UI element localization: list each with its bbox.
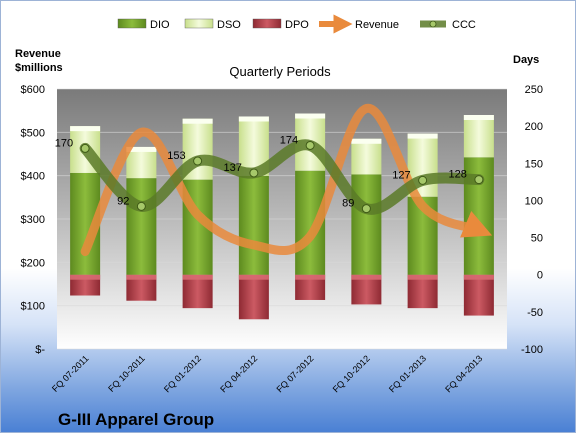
right-tick-label: -100 xyxy=(521,344,543,356)
left-tick-label: $500 xyxy=(21,127,45,139)
right-tick-label: 250 xyxy=(525,84,543,96)
bar-dpo-top xyxy=(238,274,269,280)
lines: 170 92 153 137 174 89 127 128 xyxy=(55,104,493,256)
right-tick-label: 50 xyxy=(531,233,543,245)
legend-label: DPO xyxy=(285,19,309,31)
ccc-data-label: 174 xyxy=(280,134,298,146)
left-tick-label: $200 xyxy=(21,257,45,269)
bar-dso-top xyxy=(463,115,494,120)
ccc-data-label: 127 xyxy=(392,169,410,181)
bar-dio xyxy=(126,178,157,275)
bar-dpo-top xyxy=(182,274,213,280)
ccc-point xyxy=(418,175,428,185)
left-tick-label: $300 xyxy=(21,214,45,226)
bar-dso-top xyxy=(238,116,269,122)
bar-dpo-top xyxy=(70,274,101,280)
bar-dpo xyxy=(182,274,213,309)
right-tick-label: 150 xyxy=(525,158,543,170)
legend-label: CCC xyxy=(452,19,476,31)
ccc-data-label: 153 xyxy=(167,150,185,162)
bar-dso xyxy=(351,138,382,175)
ccc-point xyxy=(361,204,371,214)
bar-dso-top xyxy=(407,133,438,139)
ccc-point xyxy=(474,175,484,185)
bar-dpo-top xyxy=(295,274,326,280)
bar-dio xyxy=(238,175,269,275)
ccc-point xyxy=(136,201,146,211)
ccc-data-label: 92 xyxy=(117,195,129,207)
legend-label: DSO xyxy=(217,19,241,31)
category-label: FQ 10-2011 xyxy=(106,353,147,394)
category-label: FQ 01-2012 xyxy=(162,353,203,394)
right-tick-label: 100 xyxy=(525,195,543,207)
ccc-data-label: 170 xyxy=(55,137,73,149)
ccc-point xyxy=(305,140,315,150)
legend: DIO DSO DPO Revenue CCC xyxy=(117,14,476,34)
category-label: FQ 07-2011 xyxy=(50,353,91,394)
left-axis-title-line2: $millions xyxy=(15,62,63,74)
left-axis-ticks: $- $100 $200 $300 $400 $500 $600 xyxy=(21,84,46,356)
left-tick-label: $400 xyxy=(21,171,45,183)
ccc-data-label: 128 xyxy=(449,169,467,181)
left-tick-label: $- xyxy=(35,344,45,356)
legend-swatch xyxy=(117,18,147,29)
category-label: FQ 04-2012 xyxy=(218,353,259,394)
bar-dpo xyxy=(407,274,438,309)
category-label: FQ 04-2013 xyxy=(443,353,484,394)
right-axis-title: Days xyxy=(513,54,539,66)
legend-swatch-dot xyxy=(429,20,437,28)
bar-dpo xyxy=(463,274,494,316)
legend-label: Revenue xyxy=(355,19,399,31)
bar-dpo-top xyxy=(463,274,494,280)
bar-dpo xyxy=(70,274,101,296)
bar-dpo xyxy=(238,274,269,320)
category-label: FQ 07-2012 xyxy=(275,353,316,394)
chart-title: Quarterly Periods xyxy=(229,64,331,79)
left-axis-title-line1: Revenue xyxy=(15,48,61,60)
legend-label: DIO xyxy=(150,19,170,31)
ccc-point xyxy=(249,168,259,178)
left-tick-label: $600 xyxy=(21,84,45,96)
bar-dio xyxy=(351,174,382,275)
category-label: FQ 01-2013 xyxy=(387,353,428,394)
bar-dpo-top xyxy=(407,274,438,280)
bar-dpo-top xyxy=(351,274,382,280)
legend-swatch xyxy=(252,18,282,29)
right-tick-label: 0 xyxy=(537,270,543,282)
bar-dso xyxy=(126,146,157,179)
category-label: FQ 10-2012 xyxy=(331,353,372,394)
bar-dso-top xyxy=(295,113,326,119)
category-labels: FQ 07-2011 FQ 10-2011 FQ 01-2012 FQ 04-2012… xyxy=(50,353,484,394)
ccc-point xyxy=(193,156,203,166)
bar-dso-top xyxy=(126,146,157,152)
company-name: G-III Apparel Group xyxy=(58,410,214,429)
right-tick-label: 200 xyxy=(525,121,543,133)
right-tick-label: -50 xyxy=(527,307,543,319)
ccc-point xyxy=(80,143,90,153)
legend-swatch xyxy=(184,18,214,29)
bar-dso xyxy=(463,115,494,158)
bar-dso-top xyxy=(70,126,101,132)
bar-dso-top xyxy=(351,138,382,144)
ccc-data-label: 137 xyxy=(224,162,242,174)
bar-dpo-top xyxy=(126,274,157,280)
ccc-data-label: 89 xyxy=(342,198,354,210)
left-tick-label: $100 xyxy=(21,301,45,313)
right-axis-ticks: -100 -50 0 50 100 150 200 250 xyxy=(521,84,543,356)
bar-dso-top xyxy=(182,118,213,124)
